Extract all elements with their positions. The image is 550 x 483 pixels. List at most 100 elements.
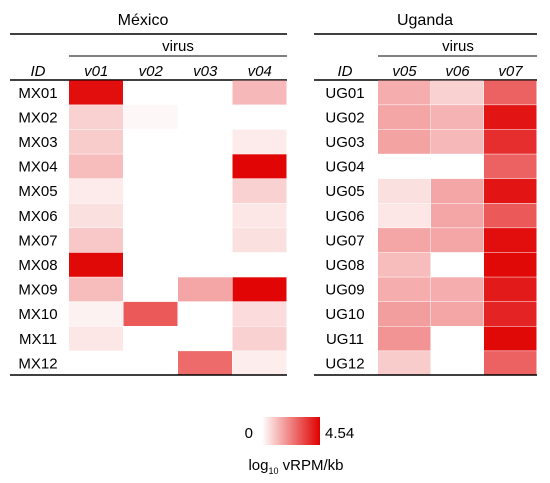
uganda-cell-ug02-v07	[484, 105, 537, 130]
mexico-panel: México virus ID v01 v02 v03 v04 MX01MX02MX0…	[10, 12, 287, 376]
mexico-cell-mx09-v03	[178, 277, 232, 302]
uganda-row-label-ug05: UG05	[325, 183, 364, 200]
uganda-cell-ug10-v06	[431, 301, 484, 326]
uganda-row-label-ug07: UG07	[325, 232, 364, 249]
uganda-cell-ug05-v06	[431, 178, 484, 203]
mexico-cell-mx03-v01	[69, 129, 123, 154]
uganda-col-header-v05: v05	[392, 63, 417, 80]
mexico-cell-mx03-v04	[232, 129, 287, 154]
uganda-column-headers: v05 v06 v07	[392, 63, 523, 80]
mexico-row-label-mx05: MX05	[18, 183, 57, 200]
uganda-cell-ug09-v06	[431, 277, 484, 302]
mexico-row-label-mx09: MX09	[18, 282, 57, 299]
mexico-row-label-mx11: MX11	[19, 331, 57, 348]
uganda-cell-ug04-v07	[484, 154, 537, 179]
uganda-row-label-ug06: UG06	[325, 208, 364, 225]
mexico-row-label-mx02: MX02	[18, 109, 57, 126]
uganda-cell-ug12-v05	[378, 351, 431, 376]
uganda-title: Uganda	[397, 12, 453, 29]
uganda-cells	[378, 80, 537, 376]
uganda-virus-label: virus	[442, 38, 474, 55]
mexico-cell-mx06-v01	[69, 203, 123, 228]
uganda-row-label-ug11: UG11	[326, 331, 364, 348]
colorbar-axis-label: log10 vRPM/kb	[248, 457, 343, 476]
uganda-row-label-ug12: UG12	[325, 355, 364, 372]
mexico-cell-mx02-v01	[69, 105, 123, 130]
uganda-cell-ug12-v07	[484, 351, 537, 376]
mexico-cell-mx12-v03	[178, 351, 232, 376]
colorbar-label-suffix: vRPM/kb	[279, 457, 344, 474]
mexico-row-label-mx12: MX12	[18, 355, 57, 372]
uganda-cell-ug01-v06	[431, 80, 484, 105]
mexico-cell-mx11-v01	[69, 326, 123, 351]
mexico-row-labels: MX01 MX02 MX03 MX04 MX05 MX06 MX07 MX08 MX09 MX10…	[18, 85, 57, 373]
mexico-id-header: ID	[31, 63, 46, 80]
uganda-panel: Uganda virus ID v05 v06 v07 UG01UG02UG03UG…	[314, 12, 537, 376]
uganda-col-header-v07: v07	[498, 63, 523, 80]
uganda-cell-ug06-v05	[378, 203, 431, 228]
mexico-cell-mx09-v04	[232, 277, 287, 302]
uganda-cell-ug03-v05	[378, 129, 431, 154]
mexico-cell-mx09-v01	[69, 277, 123, 302]
uganda-cell-ug10-v07	[484, 301, 537, 326]
mexico-cell-mx07-v04	[232, 228, 287, 253]
uganda-row-label-ug01: UG01	[325, 85, 364, 102]
colorbar-label-sub: 10	[269, 466, 279, 476]
mexico-cells	[69, 80, 287, 376]
mexico-cell-mx10-v01	[69, 301, 123, 326]
uganda-cell-ug03-v07	[484, 129, 537, 154]
mexico-cell-mx11-v04	[232, 326, 287, 351]
mexico-cell-mx04-v04	[232, 154, 287, 179]
mexico-col-header-v01: v01	[84, 63, 108, 80]
mexico-cell-mx01-v01	[69, 80, 123, 105]
mexico-row-label-mx08: MX08	[18, 257, 57, 274]
colorbar-min-label: 0	[245, 425, 253, 442]
mexico-row-label-mx07: MX07	[18, 232, 57, 249]
uganda-row-label-ug09: UG09	[325, 282, 364, 299]
mexico-cell-mx06-v04	[232, 203, 287, 228]
mexico-row-label-mx03: MX03	[18, 134, 57, 151]
uganda-row-label-ug08: UG08	[325, 257, 364, 274]
uganda-cell-ug11-v05	[378, 326, 431, 351]
mexico-col-header-v03: v03	[193, 63, 218, 80]
uganda-cell-ug05-v05	[378, 178, 431, 203]
mexico-row-label-mx10: MX10	[18, 306, 57, 323]
mexico-cell-mx04-v01	[69, 154, 123, 179]
uganda-cell-ug07-v05	[378, 228, 431, 253]
mexico-cell-mx05-v04	[232, 178, 287, 203]
uganda-cell-ug09-v07	[484, 277, 537, 302]
colorbar: 0 4.54 log10 vRPM/kb	[245, 417, 354, 476]
mexico-cell-mx01-v04	[232, 80, 287, 105]
mexico-row-label-mx01: MX01	[18, 85, 57, 102]
mexico-cell-mx10-v02	[123, 301, 178, 326]
uganda-cell-ug03-v06	[431, 129, 484, 154]
uganda-cell-ug02-v06	[431, 105, 484, 130]
uganda-cell-ug07-v06	[431, 228, 484, 253]
uganda-cell-ug02-v05	[378, 105, 431, 130]
uganda-cell-ug11-v07	[484, 326, 537, 351]
mexico-row-label-mx04: MX04	[18, 159, 57, 176]
mexico-cell-mx05-v01	[69, 178, 123, 203]
uganda-row-label-ug10: UG10	[325, 306, 364, 323]
uganda-col-header-v06: v06	[445, 63, 470, 80]
uganda-cell-ug07-v07	[484, 228, 537, 253]
uganda-cell-ug10-v05	[378, 301, 431, 326]
uganda-cell-ug08-v07	[484, 252, 537, 277]
colorbar-gradient	[262, 417, 320, 445]
mexico-col-header-v02: v02	[139, 63, 164, 80]
mexico-cell-mx02-v02	[123, 105, 178, 130]
uganda-cell-ug09-v05	[378, 277, 431, 302]
mexico-title: México	[118, 12, 169, 29]
mexico-cell-mx12-v04	[232, 351, 287, 376]
mexico-column-headers: v01 v02 v03 v04	[84, 63, 272, 80]
uganda-id-header: ID	[338, 63, 353, 80]
uganda-cell-ug01-v07	[484, 80, 537, 105]
uganda-cell-ug01-v05	[378, 80, 431, 105]
colorbar-max-label: 4.54	[325, 425, 354, 442]
uganda-cell-ug06-v06	[431, 203, 484, 228]
mexico-cell-mx10-v04	[232, 301, 287, 326]
uganda-cell-ug06-v07	[484, 203, 537, 228]
mexico-col-header-v04: v04	[248, 63, 272, 80]
uganda-row-label-ug04: UG04	[325, 159, 364, 176]
